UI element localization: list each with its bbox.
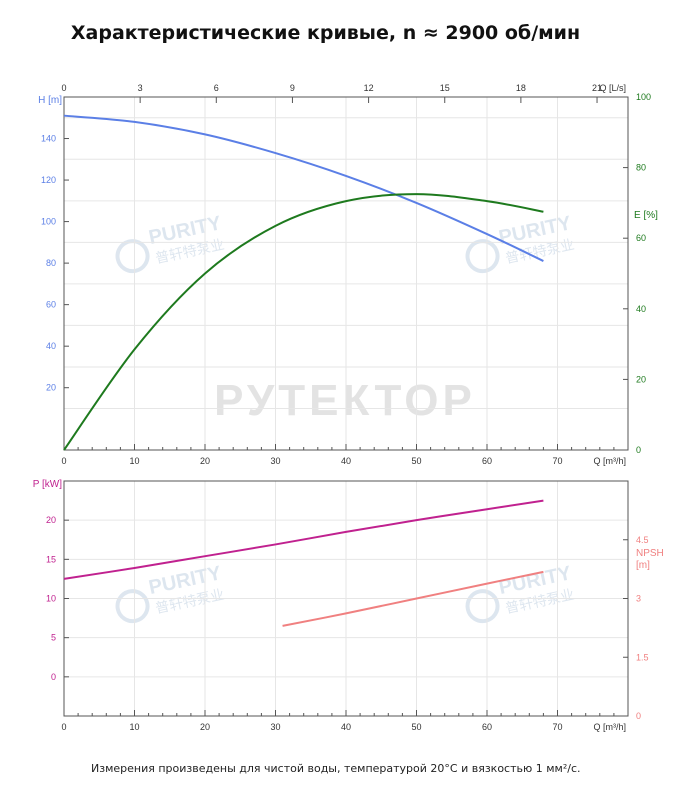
power-npsh-plot: 0 10 20 30 40 50 60 70 Q [m³/h] 0 5 10 15 20 P [kW] 0 1.…	[33, 479, 664, 732]
x-tick-label: 10	[129, 722, 139, 732]
y-axis-label: H [m]	[38, 95, 62, 106]
x-tick-label: 60	[482, 456, 492, 466]
x2-tick-label: 15	[440, 83, 450, 93]
y2-tick-label: 80	[636, 163, 646, 173]
y-tick-label: 20	[46, 383, 56, 393]
y2-axis-label: E [%]	[634, 210, 658, 221]
x-tick-label: 50	[411, 722, 421, 732]
x-tick-label: 0	[61, 456, 66, 466]
y2-tick-label: 60	[636, 233, 646, 243]
y-tick-label: 20	[46, 515, 56, 525]
x-tick-label: 40	[341, 722, 351, 732]
y-tick-label: 100	[41, 217, 56, 227]
y2-tick-label: 3	[636, 594, 641, 604]
x-tick-label: 70	[552, 456, 562, 466]
x-tick-label: 10	[129, 456, 139, 466]
x-tick-label: 30	[270, 456, 280, 466]
series-line-right	[282, 570, 544, 627]
y-tick-label: 40	[46, 341, 56, 351]
purity-logo-mark	[465, 589, 500, 624]
y-tick-label: 10	[46, 594, 56, 604]
y2-tick-label: 20	[636, 374, 646, 384]
series-line-left	[63, 114, 544, 262]
y2-axis-label-unit: [m]	[636, 560, 650, 571]
purity-logo-mark	[465, 239, 500, 274]
watermark-text: РУТЕКТОР	[214, 376, 476, 425]
y-tick-label: 140	[41, 134, 56, 144]
x-axis-label: Q [m³/h]	[593, 456, 626, 466]
x2-tick-label: 18	[516, 83, 526, 93]
y2-tick-label: 0	[636, 445, 641, 455]
x-tick-label: 70	[552, 722, 562, 732]
y2-tick-label: 0	[636, 711, 641, 721]
y2-axis-label: NPSH	[636, 548, 664, 559]
x-tick-label: 50	[411, 456, 421, 466]
footnote: Измерения произведены для чистой воды, т…	[91, 762, 581, 775]
x2-tick-label: 12	[364, 83, 374, 93]
y2-tick-label: 100	[636, 92, 651, 102]
x-tick-label: 40	[341, 456, 351, 466]
x-tick-label: 30	[270, 722, 280, 732]
x-axis-label: Q [m³/h]	[593, 722, 626, 732]
y-tick-label: 0	[51, 672, 56, 682]
x-tick-label: 20	[200, 722, 210, 732]
x-tick-label: 60	[482, 722, 492, 732]
purity-logo-mark	[115, 239, 150, 274]
y-tick-label: 15	[46, 554, 56, 564]
y-tick-label: 5	[51, 633, 56, 643]
x-tick-label: 0	[61, 722, 66, 732]
series-line-right	[63, 193, 544, 451]
x2-tick-label: 3	[138, 83, 143, 93]
y-tick-label: 120	[41, 175, 56, 185]
y2-tick-label: 40	[636, 304, 646, 314]
x-tick-label: 20	[200, 456, 210, 466]
x2-tick-label: 21	[592, 83, 602, 93]
y-tick-label: 60	[46, 300, 56, 310]
page-title: Характеристические кривые, n ≈ 2900 об/м…	[70, 22, 581, 44]
x2-tick-label: 9	[290, 83, 295, 93]
x2-axis-label: Q [L/s]	[599, 83, 626, 93]
y-axis-label: P [kW]	[33, 479, 62, 490]
x2-tick-label: 6	[214, 83, 219, 93]
x2-tick-label: 0	[61, 83, 66, 93]
y2-tick-label: 4.5	[636, 535, 649, 545]
y2-tick-label: 1.5	[636, 652, 649, 662]
purity-logo-mark	[115, 589, 150, 624]
series-line-left	[63, 499, 544, 580]
y-tick-label: 80	[46, 258, 56, 268]
head-efficiency-plot: 0 10 20 30 40 50 60 70 Q [m³/h] 0 3 6 9 12 15 18 21Q [L/…	[38, 83, 658, 466]
